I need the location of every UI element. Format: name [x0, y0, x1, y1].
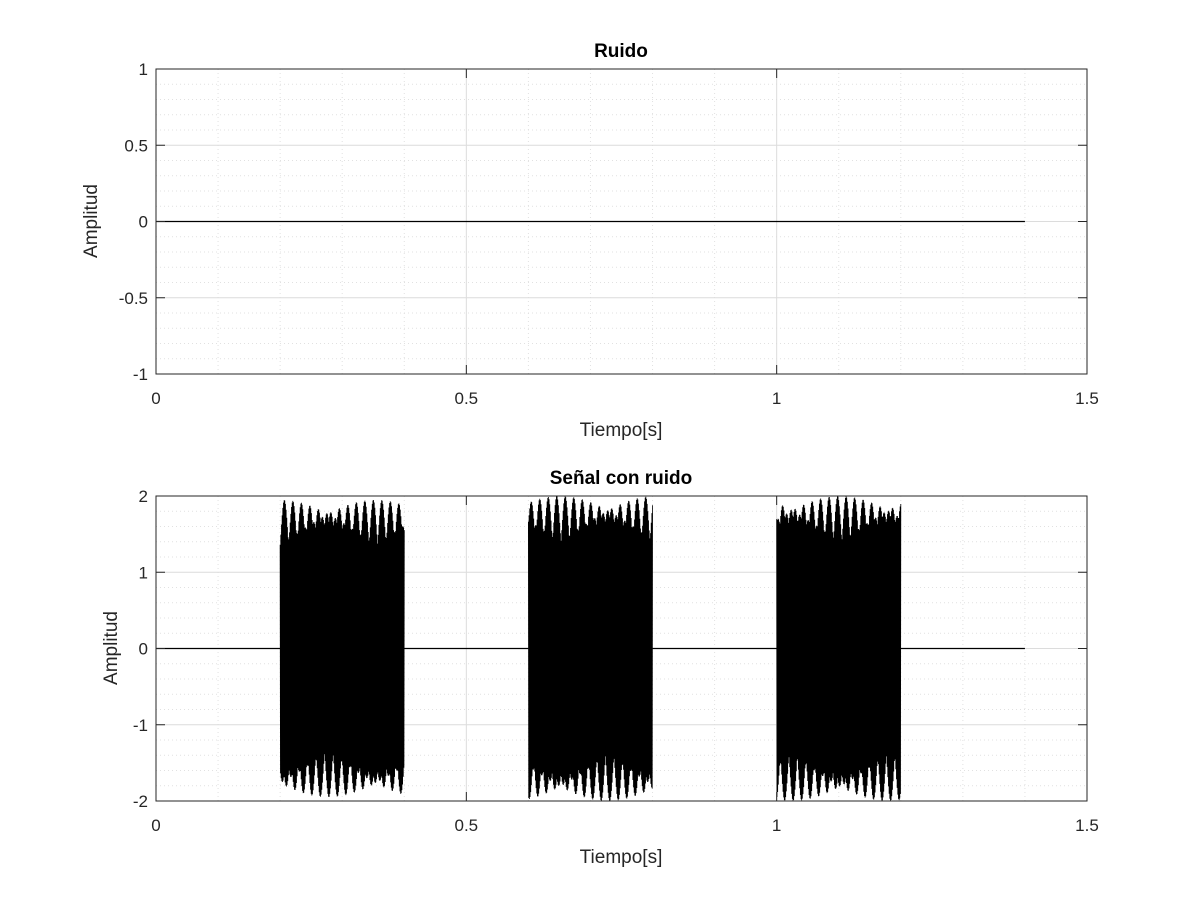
y-tick-label: 0 [139, 640, 148, 659]
y-tick-label: -1 [133, 365, 148, 384]
x-tick-label: 0 [151, 816, 160, 835]
y-tick-label: 2 [139, 487, 148, 506]
axes-ruido: Ruido Tiempo[s] Amplitud 0 0.5 1 1.5 -1 -0.5 0… [81, 41, 1099, 441]
y-axis-label: Amplitud [81, 184, 102, 258]
x-tick-label: 1 [772, 816, 781, 835]
axes-title: Ruido [594, 41, 648, 62]
y-axis-label: Amplitud [101, 611, 122, 685]
y-tick-label: 1 [139, 60, 148, 79]
signal-burst [776, 496, 902, 801]
x-tick-label: 1 [772, 389, 781, 408]
x-axis-label: Tiempo[s] [580, 420, 663, 441]
axes-senal-con-ruido: Señal con ruido Tiempo[s] Amplitud 0 0.5 1… [101, 468, 1099, 868]
y-tick-label: 1 [139, 563, 148, 582]
x-tick-label: 0 [151, 389, 160, 408]
axes-title: Señal con ruido [550, 468, 693, 489]
y-tick-label: -2 [133, 792, 148, 811]
y-tick-label: 0.5 [124, 136, 148, 155]
y-tick-label: -1 [133, 716, 148, 735]
x-tick-label: 1.5 [1075, 389, 1099, 408]
y-tick-label: 0 [139, 213, 148, 232]
x-tick-label: 0.5 [455, 816, 479, 835]
x-tick-label: 0.5 [455, 389, 479, 408]
y-tick-label: -0.5 [119, 289, 148, 308]
signal-burst [528, 496, 653, 801]
signal-burst [279, 500, 405, 797]
plot-data [156, 496, 1025, 801]
x-axis-label: Tiempo[s] [580, 847, 663, 868]
x-tick-label: 1.5 [1075, 816, 1099, 835]
